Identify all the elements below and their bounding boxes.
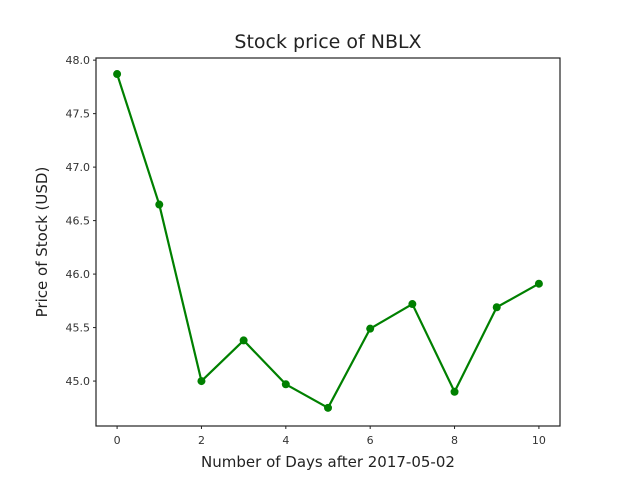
plot-area <box>95 57 561 427</box>
x-tick-label: 0 <box>114 434 121 447</box>
data-point <box>366 324 375 333</box>
data-point <box>492 303 501 312</box>
y-tick-label: 45.5 <box>66 322 91 335</box>
series-layer <box>113 70 543 412</box>
data-point <box>408 300 417 309</box>
x-tick-label: 8 <box>451 434 458 447</box>
y-tick-label: 48.0 <box>66 54 91 67</box>
data-point <box>281 380 290 389</box>
y-tick-label: 45.0 <box>66 375 91 388</box>
chart-title: Stock price of NBLX <box>234 31 421 53</box>
y-axis-ticks: 45.0 45.5 46.0 46.5 47.0 47.5 48.0 <box>66 54 96 388</box>
data-point <box>197 377 206 386</box>
x-tick-label: 2 <box>198 434 205 447</box>
data-point <box>450 387 459 396</box>
y-tick-label: 46.0 <box>66 268 91 281</box>
data-point <box>534 279 543 288</box>
x-axis-ticks: 0 2 4 6 8 10 <box>114 426 546 447</box>
x-tick-label: 10 <box>532 434 546 447</box>
x-tick-label: 6 <box>367 434 374 447</box>
data-point <box>239 336 248 345</box>
x-axis-label: Number of Days after 2017-05-02 <box>201 453 455 471</box>
y-axis-label: Price of Stock (USD) <box>33 167 51 318</box>
y-tick-label: 47.0 <box>66 161 91 174</box>
data-point <box>155 200 164 209</box>
x-tick-label: 4 <box>282 434 289 447</box>
data-point <box>324 403 332 412</box>
data-point <box>113 70 122 79</box>
y-tick-label: 46.5 <box>66 215 91 228</box>
y-tick-label: 47.5 <box>66 108 91 121</box>
